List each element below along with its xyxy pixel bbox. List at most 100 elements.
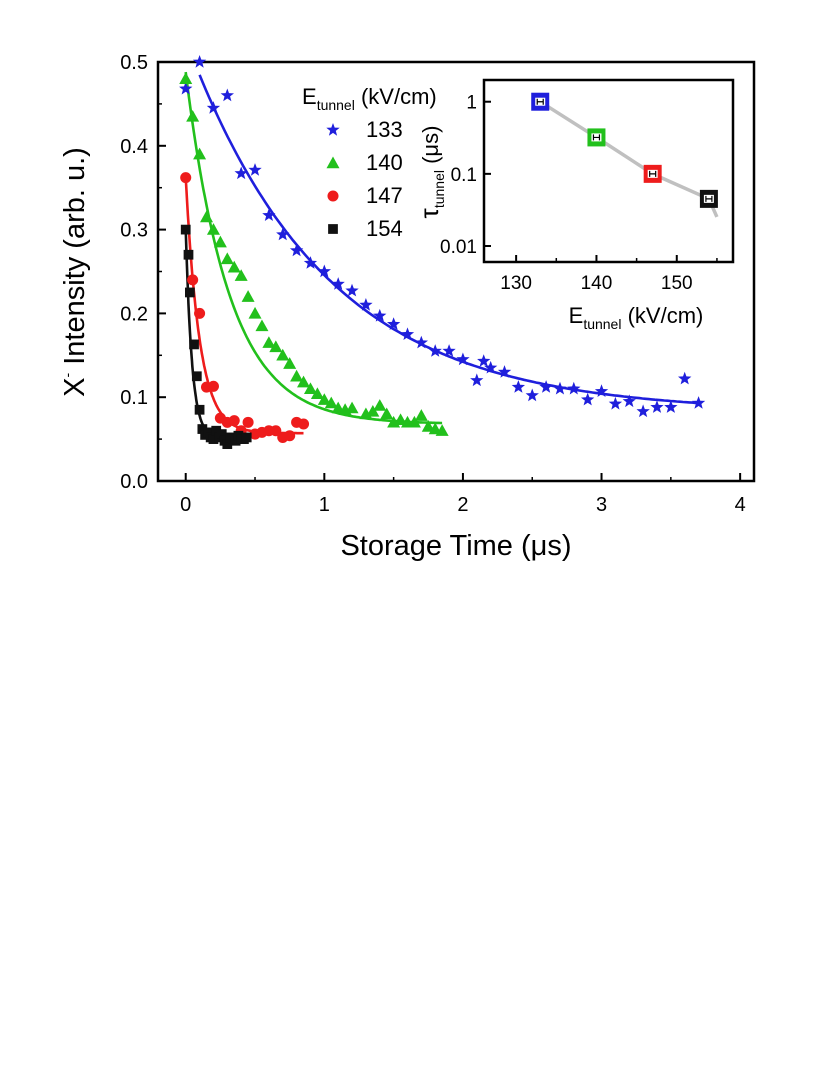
data-point-133 xyxy=(428,344,442,357)
data-point-154 xyxy=(222,439,233,450)
fit-curve-133 xyxy=(198,74,699,405)
data-point-133 xyxy=(622,394,636,408)
data-point-133 xyxy=(636,404,650,418)
data-point-154 xyxy=(183,249,194,260)
data-point-133 xyxy=(678,371,692,385)
data-point-140 xyxy=(227,260,241,273)
data-point-140 xyxy=(241,290,255,302)
data-point-147 xyxy=(284,430,296,442)
fit-curve-147 xyxy=(184,177,304,435)
data-point-154 xyxy=(230,435,241,446)
data-point-140 xyxy=(421,420,435,432)
legend-marker-133 xyxy=(326,123,340,136)
data-point-147 xyxy=(270,425,282,437)
data-point-140 xyxy=(394,413,408,426)
main-x-axis-label: Storage Time (μs) xyxy=(340,530,571,562)
legend: Etunnel (kV/cm) 133 140 147 154 xyxy=(302,84,437,241)
data-point-133 xyxy=(373,308,387,322)
data-point-147 xyxy=(207,380,219,392)
data-point-140 xyxy=(345,401,359,414)
data-point-154 xyxy=(241,432,252,443)
legend-label-154: 154 xyxy=(366,216,403,241)
legend-label-140: 140 xyxy=(366,150,403,175)
y-tick-label: 0.5 xyxy=(120,52,148,74)
inset-x-axis-label: Etunnel (kV/cm) xyxy=(569,303,704,332)
data-point-133 xyxy=(289,243,304,257)
y-tick-label: 0.1 xyxy=(120,387,148,409)
data-point-140 xyxy=(193,147,207,160)
data-point-133 xyxy=(359,298,373,311)
data-point-154 xyxy=(189,339,199,350)
data-point-140 xyxy=(297,375,311,388)
data-point-133 xyxy=(664,400,678,413)
data-point-140 xyxy=(234,269,248,281)
data-point-140 xyxy=(255,319,269,332)
data-point-154 xyxy=(211,425,222,436)
data-point-140 xyxy=(324,396,338,409)
data-point-133 xyxy=(608,396,623,410)
legend-label-147: 147 xyxy=(366,183,403,208)
data-point-140 xyxy=(380,407,394,420)
legend-marker-140 xyxy=(326,156,340,169)
data-point-140 xyxy=(303,382,317,395)
inset-x-tick-label: 140 xyxy=(581,273,613,294)
data-point-133 xyxy=(456,352,470,366)
data-point-133 xyxy=(345,283,359,297)
y-tick-label: 0.2 xyxy=(120,303,148,325)
data-point-133 xyxy=(442,344,456,357)
data-point-147 xyxy=(298,418,310,430)
data-point-133 xyxy=(206,101,221,114)
data-point-147 xyxy=(242,416,254,428)
data-point-140 xyxy=(373,399,387,411)
inset-plot-frame xyxy=(482,78,735,264)
data-point-133 xyxy=(650,400,664,413)
x-tick-label: 3 xyxy=(596,494,607,516)
data-point-140 xyxy=(317,393,331,405)
data-point-133 xyxy=(497,365,512,378)
inset-x-tick-label: 130 xyxy=(500,273,532,294)
data-point-133 xyxy=(179,81,193,95)
data-point-133 xyxy=(581,392,595,406)
data-point-147 xyxy=(180,172,192,184)
data-point-133 xyxy=(192,55,207,68)
data-point-133 xyxy=(262,208,276,221)
data-point-133 xyxy=(525,388,539,402)
data-point-133 xyxy=(470,373,484,387)
data-point-133 xyxy=(387,317,401,330)
inset-x-tick-label: 150 xyxy=(661,273,693,294)
inset-error-bar xyxy=(705,195,713,202)
data-point-140 xyxy=(435,424,449,436)
data-point-133 xyxy=(248,163,262,176)
data-point-147 xyxy=(194,307,206,319)
data-point-154 xyxy=(180,224,191,235)
inset-y-axis-label: τtunnel (μs) xyxy=(414,126,447,219)
data-point-133 xyxy=(539,380,553,393)
x-tick-label: 1 xyxy=(319,494,330,516)
data-point-140 xyxy=(220,252,234,265)
data-point-140 xyxy=(269,340,283,353)
main-axis-ticks: 0 1 2 3 4 0.0 0.1 0.2 0.3 0.4 0.5 xyxy=(120,52,746,516)
y-tick-label: 0.3 xyxy=(120,220,148,242)
data-point-154 xyxy=(191,371,202,382)
inset-error-bar xyxy=(536,98,544,105)
data-point-133 xyxy=(276,227,290,241)
inset-axis-ticks: 130 140 150 0.01 0.1 1 xyxy=(440,93,718,294)
data-point-140 xyxy=(262,336,276,348)
data-point-133 xyxy=(303,256,318,269)
data-point-154 xyxy=(185,287,195,298)
data-point-140 xyxy=(407,415,421,428)
inset-data-points xyxy=(531,92,718,208)
legend-title: Etunnel (kV/cm) xyxy=(302,84,437,113)
data-point-133 xyxy=(234,166,248,180)
data-point-140 xyxy=(290,369,304,382)
x-tick-label: 4 xyxy=(735,494,746,516)
data-point-140 xyxy=(310,387,324,400)
inset-error-bar xyxy=(649,170,657,177)
data-point-133 xyxy=(220,88,234,102)
x-tick-label: 2 xyxy=(457,494,468,516)
data-point-133 xyxy=(691,396,706,409)
inset-y-tick-label: 1 xyxy=(466,93,477,114)
data-point-133 xyxy=(400,327,415,340)
inset-y-tick-label: 0.01 xyxy=(440,237,477,258)
legend-label-133: 133 xyxy=(366,117,403,142)
